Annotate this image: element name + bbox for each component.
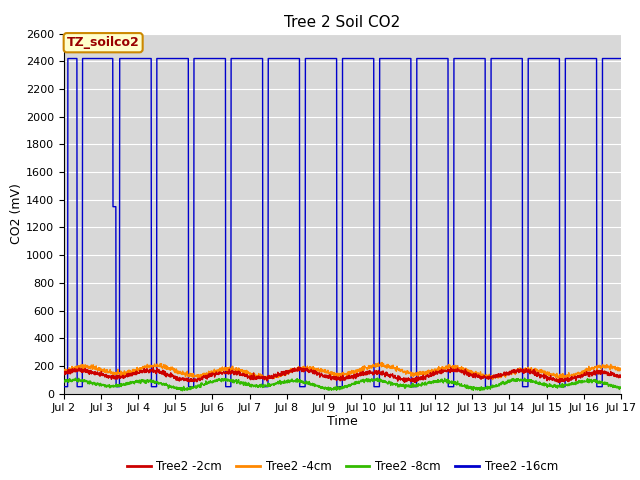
X-axis label: Time: Time [327,415,358,428]
Y-axis label: CO2 (mV): CO2 (mV) [10,183,23,244]
Legend: Tree2 -2cm, Tree2 -4cm, Tree2 -8cm, Tree2 -16cm: Tree2 -2cm, Tree2 -4cm, Tree2 -8cm, Tree… [122,456,563,478]
Text: TZ_soilco2: TZ_soilco2 [67,36,140,49]
Title: Tree 2 Soil CO2: Tree 2 Soil CO2 [284,15,401,30]
